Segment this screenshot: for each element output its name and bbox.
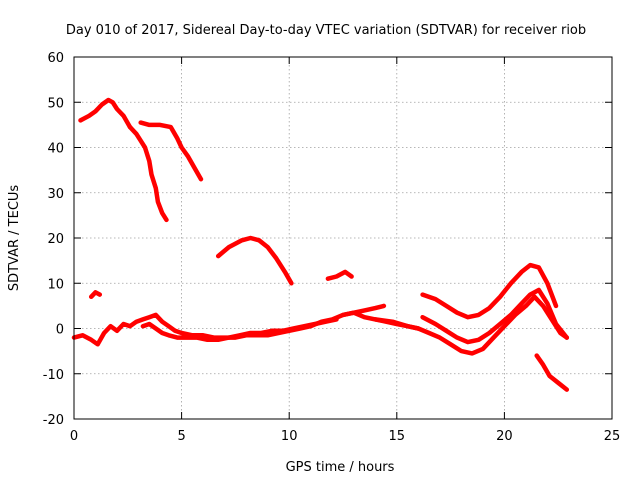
y-axis-label: SDTVAR / TECUs xyxy=(7,185,22,292)
series-arc-5 xyxy=(88,290,103,300)
series-arc-8 xyxy=(534,353,570,392)
y-tick-label: 60 xyxy=(47,51,64,66)
x-tick-label: 5 xyxy=(177,429,185,444)
y-tick-label: 0 xyxy=(56,323,64,338)
series-arc-9 xyxy=(420,287,570,345)
x-tick-label: 20 xyxy=(496,429,513,444)
y-tick-label: 10 xyxy=(47,277,64,292)
series-arc-2 xyxy=(127,124,169,223)
y-tick-label: -20 xyxy=(43,413,64,428)
axis-ticks: 0 5 10 15 20 25 -20 -10 0 10 20 30 40 50 60 xyxy=(43,51,621,444)
y-tick-label: 30 xyxy=(47,187,64,202)
grid xyxy=(74,57,612,419)
x-tick-label: 0 xyxy=(70,429,78,444)
series-arc-4 xyxy=(215,235,294,286)
y-tick-label: -10 xyxy=(43,368,64,383)
series-arc-6 xyxy=(325,269,354,281)
y-tick-label: 20 xyxy=(47,232,64,247)
series-arc-1 xyxy=(78,97,133,130)
x-tick-label: 15 xyxy=(389,429,406,444)
series-arc-7 xyxy=(420,262,559,320)
x-axis-label: GPS time / hours xyxy=(286,460,395,475)
series-arc-13 xyxy=(140,317,339,343)
x-tick-label: 25 xyxy=(604,429,621,444)
y-tick-label: 40 xyxy=(47,142,64,157)
data-series xyxy=(71,97,570,392)
x-tick-label: 10 xyxy=(281,429,298,444)
y-tick-label: 50 xyxy=(47,96,64,111)
chart-title: Day 010 of 2017, Sidereal Day-to-day VTE… xyxy=(66,23,586,38)
series-arc-3 xyxy=(138,120,204,182)
